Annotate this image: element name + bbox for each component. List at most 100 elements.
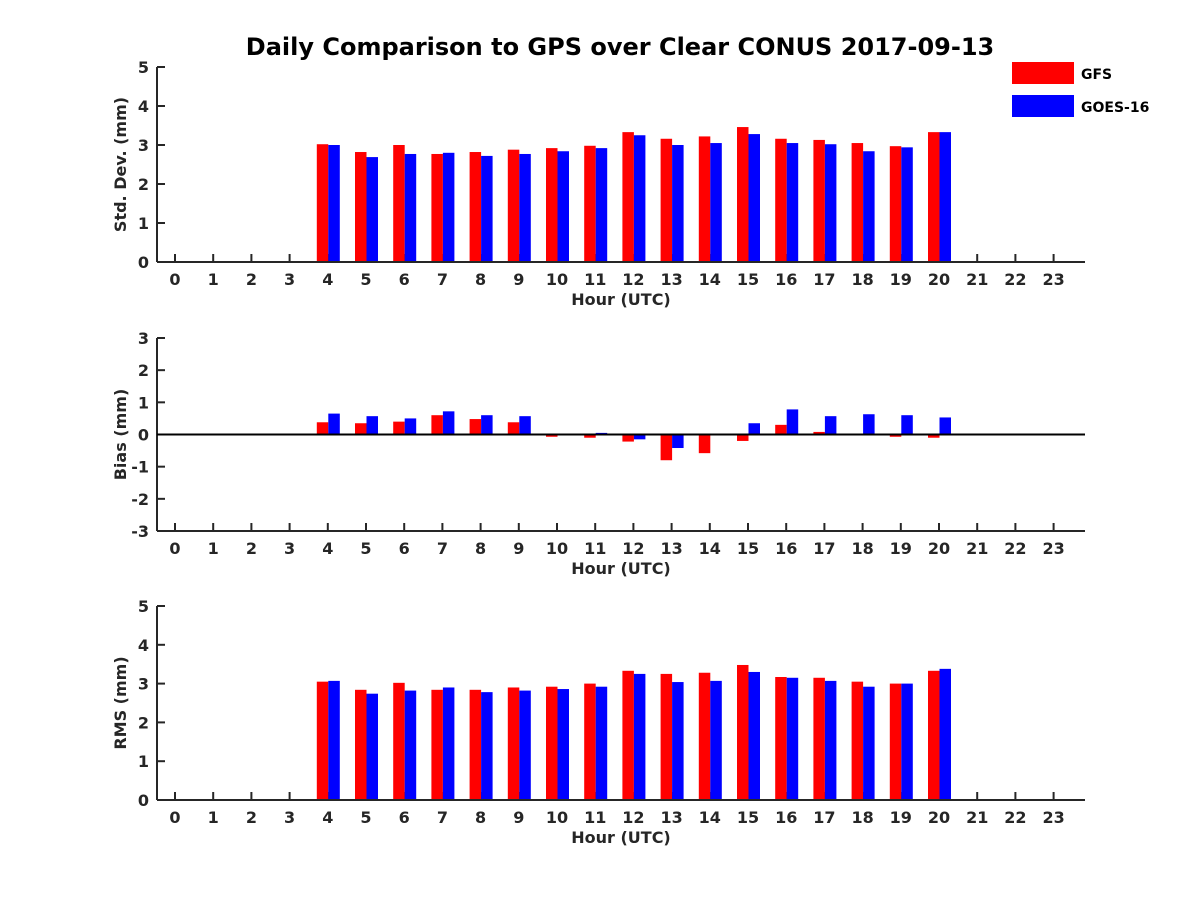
bar-goes16 — [939, 668, 951, 800]
x-tick-label: 14 — [699, 539, 721, 558]
x-tick-label: 9 — [513, 270, 524, 289]
y-tick-label: 5 — [138, 58, 149, 77]
x-tick-label: 19 — [890, 539, 912, 558]
bar-gfs — [393, 145, 405, 262]
bar-gfs — [507, 422, 520, 435]
bar-goes16 — [328, 145, 340, 262]
bar-gfs — [660, 673, 673, 800]
bar-goes16 — [863, 414, 875, 435]
x-tick-label: 7 — [437, 270, 448, 289]
x-tick-label: 10 — [546, 270, 568, 289]
x-tick-label: 19 — [890, 808, 912, 827]
x-tick-label: 0 — [169, 539, 180, 558]
x-tick-label: 1 — [208, 808, 219, 827]
bar-gfs — [775, 677, 787, 800]
x-tick-label: 17 — [813, 539, 835, 558]
x-tick-label: 8 — [475, 270, 486, 289]
bar-gfs — [889, 434, 902, 437]
bar-goes16 — [633, 135, 646, 262]
bar-gfs — [469, 152, 482, 262]
x-tick-label: 20 — [928, 808, 950, 827]
y-tick-label: 1 — [138, 393, 149, 412]
bar-gfs — [813, 139, 825, 262]
bar-goes16 — [481, 415, 493, 435]
bar-goes16 — [901, 683, 913, 800]
y-tick-label: 3 — [138, 136, 149, 155]
x-tick-label: 19 — [890, 270, 912, 289]
y-tick-label: 3 — [138, 675, 149, 694]
bar-gfs — [355, 689, 367, 800]
bar-goes16 — [442, 687, 455, 800]
bar-gfs — [431, 689, 443, 800]
bar-goes16 — [939, 417, 951, 435]
bar-gfs — [316, 681, 329, 800]
x-tick-label: 9 — [513, 808, 524, 827]
y-tick-label: -2 — [131, 490, 149, 509]
bar-goes16 — [672, 145, 684, 262]
bar-goes16 — [404, 690, 417, 800]
bar-goes16 — [633, 673, 646, 800]
bar-gfs — [813, 677, 825, 800]
bar-goes16 — [901, 415, 913, 435]
y-tick-label: -1 — [131, 458, 149, 477]
x-tick-label: 20 — [928, 539, 950, 558]
bar-goes16 — [442, 152, 455, 262]
x-tick-label: 10 — [546, 539, 568, 558]
bar-goes16 — [863, 151, 875, 262]
bar-goes16 — [748, 134, 760, 262]
bar-gfs — [431, 153, 443, 262]
x-tick-label: 11 — [584, 539, 606, 558]
x-tick-label: 21 — [966, 270, 988, 289]
bar-goes16 — [672, 434, 684, 449]
x-tick-label: 14 — [699, 808, 721, 827]
y-tick-label: -3 — [131, 522, 149, 541]
x-tick-label: 15 — [737, 539, 759, 558]
x-tick-label: 4 — [322, 539, 333, 558]
bar-gfs — [775, 138, 787, 262]
y-tick-label: 2 — [138, 713, 149, 732]
bar-gfs — [507, 687, 520, 800]
y-tick-label: 4 — [138, 636, 149, 655]
x-tick-label: 5 — [360, 808, 371, 827]
x-tick-label: 13 — [660, 808, 682, 827]
x-tick-label: 11 — [584, 808, 606, 827]
bar-goes16 — [824, 680, 837, 800]
bar-gfs — [698, 672, 711, 800]
x-tick-label: 20 — [928, 270, 950, 289]
bar-gfs — [546, 686, 558, 800]
x-tick-label: 6 — [399, 270, 410, 289]
bar-gfs — [737, 434, 749, 441]
bar-goes16 — [328, 413, 340, 435]
x-tick-label: 21 — [966, 808, 988, 827]
x-tick-label: 1 — [208, 270, 219, 289]
x-tick-label: 9 — [513, 539, 524, 558]
x-tick-label: 11 — [584, 270, 606, 289]
bar-goes16 — [595, 148, 608, 262]
bar-gfs — [355, 423, 367, 435]
y-axis-label: Std. Dev. (mm) — [111, 97, 130, 232]
x-tick-label: 15 — [737, 270, 759, 289]
x-tick-label: 10 — [546, 808, 568, 827]
x-tick-label: 3 — [284, 270, 295, 289]
bar-goes16 — [824, 144, 837, 262]
y-tick-label: 0 — [138, 791, 149, 810]
bar-goes16 — [328, 680, 340, 800]
bar-gfs — [851, 681, 864, 800]
x-tick-label: 4 — [322, 808, 333, 827]
x-tick-label: 23 — [1042, 539, 1064, 558]
x-tick-label: 22 — [1004, 539, 1026, 558]
legend: GFS GOES-16 — [1012, 62, 1149, 117]
x-tick-label: 12 — [622, 270, 644, 289]
bar-gfs — [584, 434, 596, 438]
x-tick-label: 12 — [622, 539, 644, 558]
bar-gfs — [355, 152, 367, 262]
legend-swatch-gfs — [1012, 62, 1074, 84]
bar-goes16 — [710, 680, 722, 800]
x-tick-label: 0 — [169, 808, 180, 827]
bar-goes16 — [824, 416, 837, 435]
x-tick-label: 16 — [775, 808, 797, 827]
y-tick-label: 2 — [138, 175, 149, 194]
x-tick-label: 18 — [851, 270, 873, 289]
bar-gfs — [737, 127, 749, 262]
